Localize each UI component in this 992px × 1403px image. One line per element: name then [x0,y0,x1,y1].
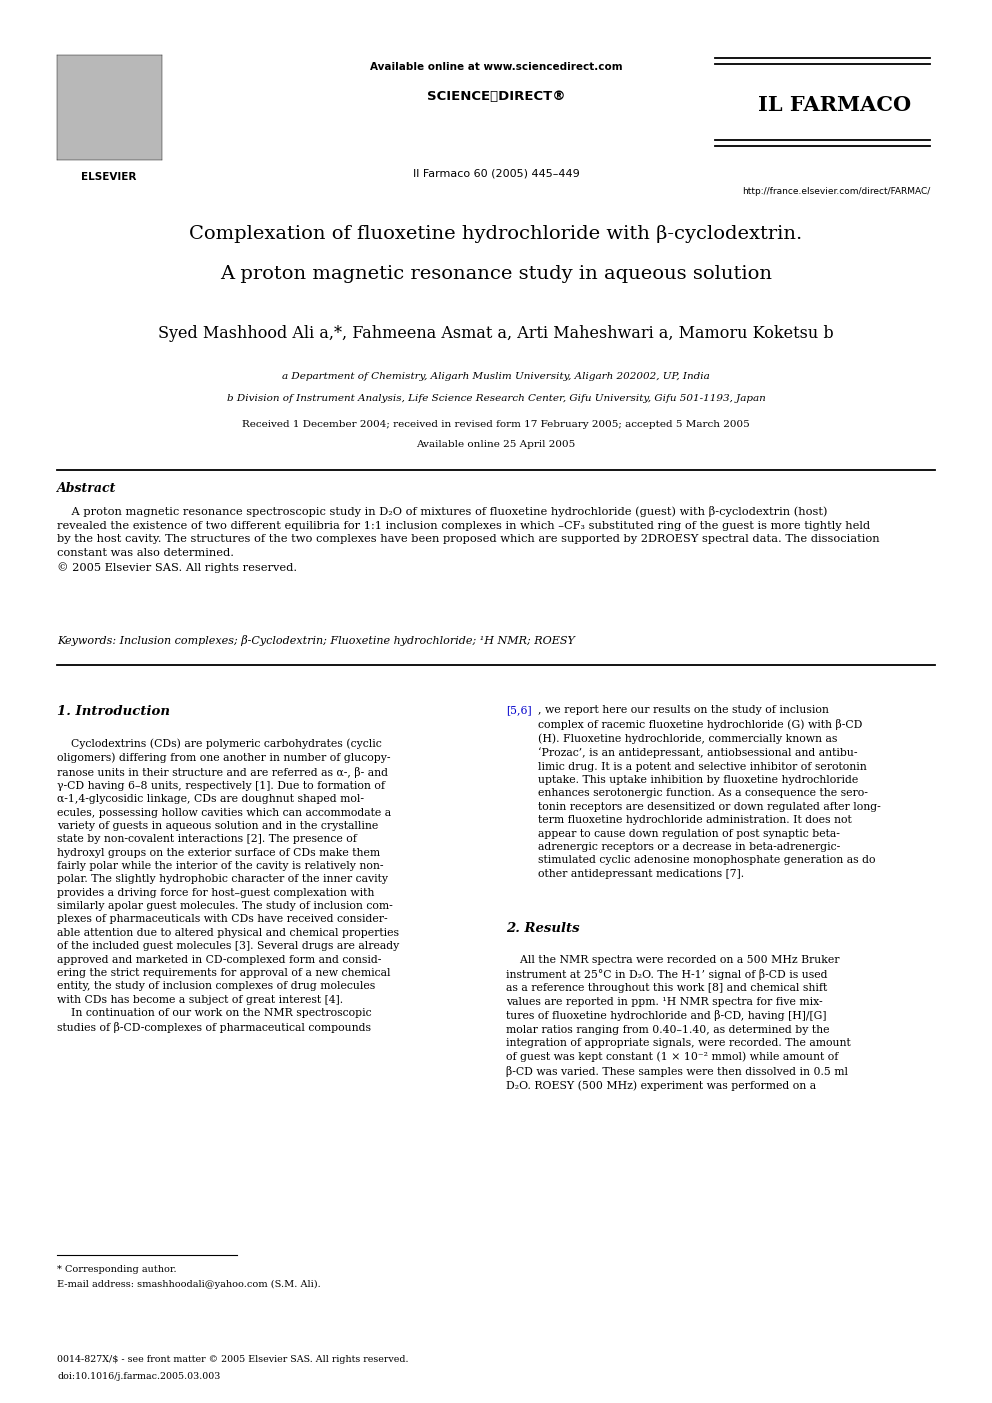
Text: doi:10.1016/j.farmac.2005.03.003: doi:10.1016/j.farmac.2005.03.003 [57,1372,220,1381]
Text: Available online 25 April 2005: Available online 25 April 2005 [417,441,575,449]
Text: a Department of Chemistry, Aligarh Muslim University, Aligarh 202002, UP, India: a Department of Chemistry, Aligarh Musli… [282,372,710,382]
Text: Received 1 December 2004; received in revised form 17 February 2005; accepted 5 : Received 1 December 2004; received in re… [242,419,750,429]
Text: IL FARMACO: IL FARMACO [759,95,912,115]
Text: [5,6]: [5,6] [506,704,532,716]
Text: Syed Mashhood Ali a,*, Fahmeena Asmat a, Arti Maheshwari a, Mamoru Koketsu b: Syed Mashhood Ali a,*, Fahmeena Asmat a,… [158,325,834,342]
Text: 2. Results: 2. Results [506,922,579,934]
Text: Il Farmaco 60 (2005) 445–449: Il Farmaco 60 (2005) 445–449 [413,168,579,178]
Text: ELSEVIER: ELSEVIER [81,173,137,182]
Text: Available online at www.sciencedirect.com: Available online at www.sciencedirect.co… [370,62,622,72]
Text: All the NMR spectra were recorded on a 500 MHz Bruker
instrument at 25°C in D₂O.: All the NMR spectra were recorded on a 5… [506,955,851,1092]
Text: Abstract: Abstract [57,483,116,495]
Text: SCIENCEⓐDIRECT®: SCIENCEⓐDIRECT® [427,90,565,102]
Text: E-mail address: smashhoodali@yahoo.com (S.M. Ali).: E-mail address: smashhoodali@yahoo.com (… [57,1280,320,1289]
Text: b Division of Instrument Analysis, Life Science Research Center, Gifu University: b Division of Instrument Analysis, Life … [226,394,766,403]
Text: A proton magnetic resonance study in aqueous solution: A proton magnetic resonance study in aqu… [220,265,772,283]
Text: Keywords: Inclusion complexes; β-Cyclodextrin; Fluoxetine hydrochloride; ¹H NMR;: Keywords: Inclusion complexes; β-Cyclode… [57,636,575,645]
Text: , we report here our results on the study of inclusion
complex of racemic fluoxe: , we report here our results on the stud… [538,704,881,878]
Text: A proton magnetic resonance spectroscopic study in D₂O of mixtures of fluoxetine: A proton magnetic resonance spectroscopi… [57,506,880,572]
Text: Complexation of fluoxetine hydrochloride with β-cyclodextrin.: Complexation of fluoxetine hydrochloride… [189,224,803,243]
Text: 0014-827X/$ - see front matter © 2005 Elsevier SAS. All rights reserved.: 0014-827X/$ - see front matter © 2005 El… [57,1355,409,1364]
Text: Cyclodextrins (CDs) are polymeric carbohydrates (cyclic
oligomers) differing fro: Cyclodextrins (CDs) are polymeric carboh… [57,738,399,1033]
Text: 1. Introduction: 1. Introduction [57,704,170,718]
Text: * Corresponding author.: * Corresponding author. [57,1266,177,1274]
Text: http://france.elsevier.com/direct/FARMAC/: http://france.elsevier.com/direct/FARMAC… [742,187,930,196]
